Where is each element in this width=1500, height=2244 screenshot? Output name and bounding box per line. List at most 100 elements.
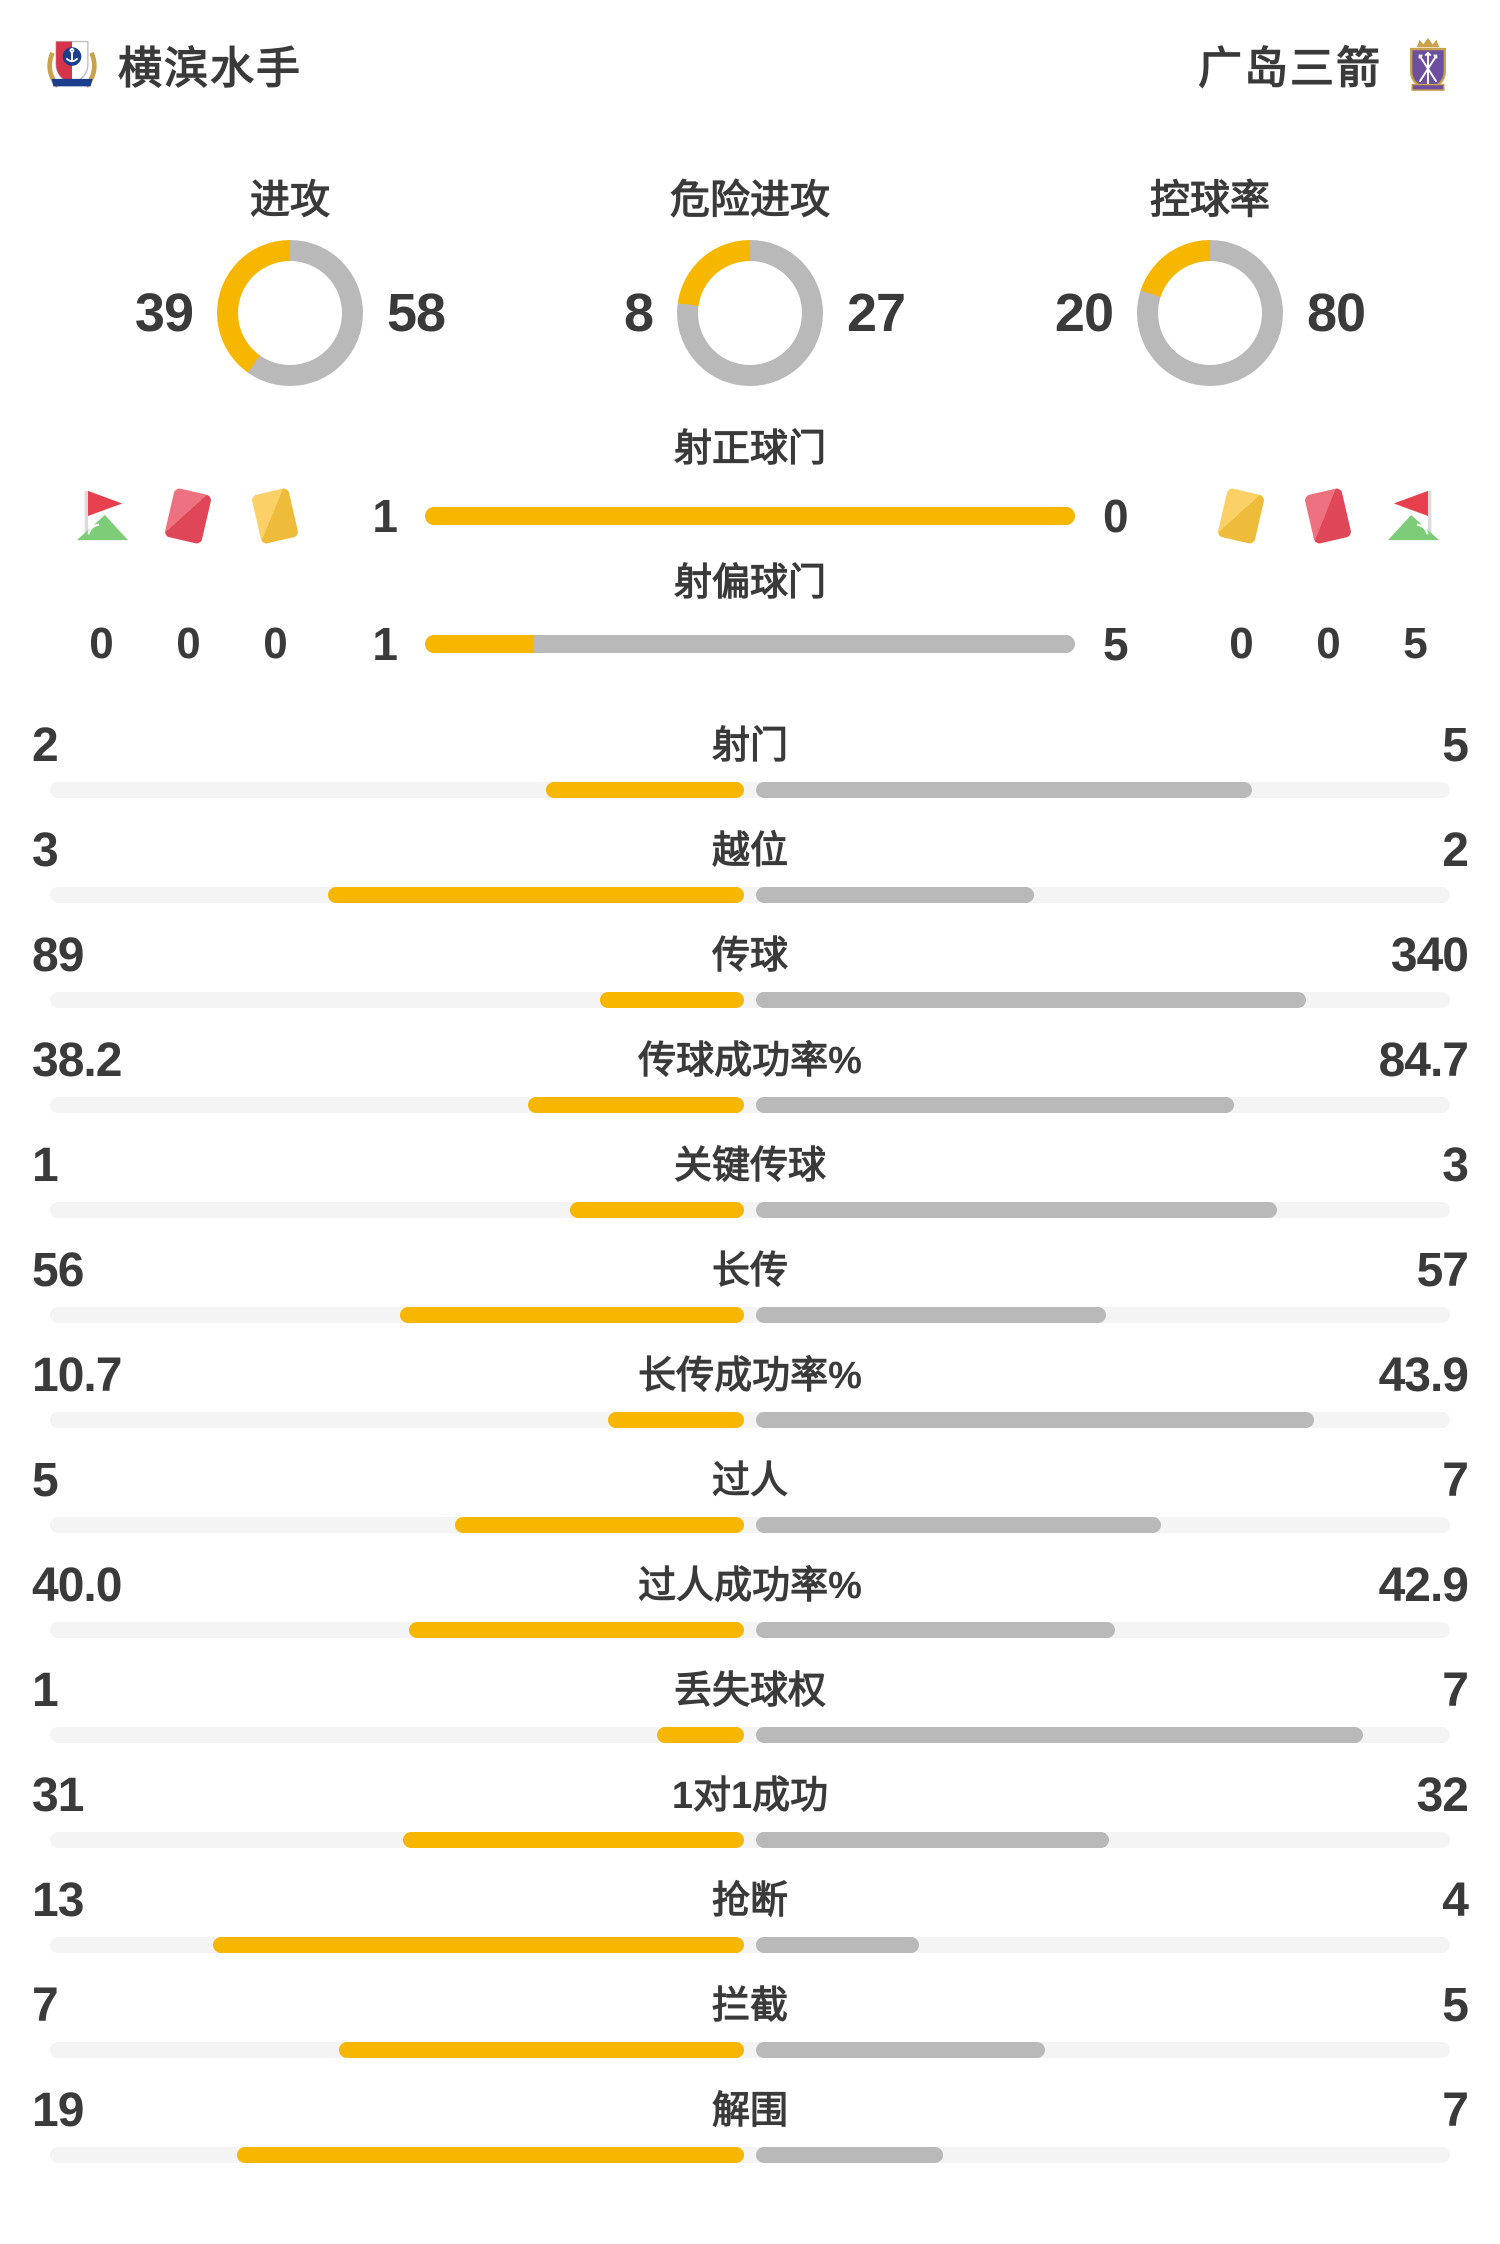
stat-bar-track: [50, 1937, 1450, 1953]
stat-row: 31 1对1成功 32: [0, 1754, 1500, 1859]
home-team: 横滨水手: [44, 32, 302, 96]
away-team-name: 广岛三箭: [1198, 44, 1382, 93]
stat-row-head: 10.7 长传成功率% 43.9: [0, 1350, 1500, 1402]
stat-bar-track: [50, 887, 1450, 903]
donut-dangerous-attacks-home-value: 8: [623, 283, 654, 343]
stat-bar-away: [756, 992, 1306, 1008]
stat-bar-home: [409, 1622, 744, 1638]
stat-row-head: 31 1对1成功 32: [0, 1770, 1500, 1822]
donut-possession-ring: [1137, 240, 1283, 386]
header: 横滨水手 广岛三箭: [0, 0, 1500, 93]
stat-bar-away: [756, 2042, 1045, 2058]
stats-list: 2 射门 5 3 越位 2 89 传球: [0, 704, 1500, 2174]
stat-bar-track: [50, 1622, 1450, 1638]
donut-attacks-home-value: 39: [134, 283, 194, 343]
away-crest-icon: [1410, 37, 1446, 91]
match-stats-page: 横滨水手 广岛三箭 进攻 39: [0, 0, 1500, 2174]
yellow-card-icon: [1206, 487, 1276, 545]
red-card-icon: [1293, 487, 1363, 545]
stat-bar-home: [528, 1097, 744, 1113]
stat-away-value: 32: [1416, 1769, 1469, 1822]
stat-bar-track: [50, 1202, 1450, 1218]
stat-label: 长传成功率%: [638, 1355, 862, 1397]
away-discipline-counts: 0 0 5: [1160, 616, 1460, 672]
stat-row-head: 13 抢断 4: [0, 1875, 1500, 1927]
shots-on-target-away-value: 0: [1103, 490, 1129, 542]
stat-row-head: 19 解围 7: [0, 2085, 1500, 2137]
stat-label: 射门: [711, 725, 788, 767]
stat-row-head: 3 越位 2: [0, 825, 1500, 877]
stat-bar-track: [50, 782, 1450, 798]
home-crest-icon: [47, 40, 97, 88]
stat-away-value: 340: [1390, 929, 1469, 982]
stat-bar-away: [756, 1517, 1161, 1533]
stat-away-value: 3: [1442, 1139, 1469, 1192]
stat-label: 抢断: [711, 1880, 788, 1922]
stat-label: 越位: [711, 830, 788, 872]
stat-away-value: 43.9: [1378, 1349, 1469, 1402]
stat-bar-away: [756, 1307, 1106, 1323]
stat-row-head: 1 关键传球 3: [0, 1140, 1500, 1192]
stat-row: 1 关键传球 3: [0, 1124, 1500, 1229]
stat-bar-away: [756, 1202, 1277, 1218]
stat-bar-home: [237, 2147, 744, 2163]
stat-row: 7 拦截 5: [0, 1964, 1500, 2069]
shots-off-target-bar: [425, 635, 1075, 653]
shots-off-target-away-value: 5: [1103, 618, 1129, 670]
stat-away-value: 4: [1442, 1874, 1469, 1927]
stat-row: 3 越位 2: [0, 809, 1500, 914]
stat-row-head: 38.2 传球成功率% 84.7: [0, 1035, 1500, 1087]
stat-label: 拦截: [711, 1985, 788, 2027]
stat-label: 传球成功率%: [638, 1040, 862, 1082]
stat-home-value: 3: [32, 824, 59, 877]
away-discipline-icons: [1160, 486, 1460, 546]
corner-flag-icon: [66, 489, 136, 543]
stat-bar-track: [50, 1097, 1450, 1113]
home-corners-count: 0: [89, 619, 113, 668]
stat-row: 5 过人 7: [0, 1439, 1500, 1544]
yellow-card-icon: [240, 487, 310, 545]
stat-away-value: 7: [1442, 2084, 1469, 2137]
stat-row: 89 传球 340: [0, 914, 1500, 1019]
stat-away-value: 5: [1442, 719, 1469, 772]
stat-home-value: 1: [32, 1664, 59, 1717]
stat-row: 40.0 过人成功率% 42.9: [0, 1544, 1500, 1649]
donut-possession-label: 控球率: [1150, 178, 1270, 222]
stat-bar-track: [50, 2147, 1450, 2163]
stat-home-value: 56: [32, 1244, 84, 1297]
donut-possession-away-value: 80: [1307, 283, 1366, 343]
donut-attacks-away-value: 58: [387, 283, 446, 343]
stat-away-value: 5: [1442, 1979, 1469, 2032]
stat-bar-track: [50, 1517, 1450, 1533]
stat-bar-home: [400, 1307, 744, 1323]
stat-home-value: 5: [32, 1454, 59, 1507]
stat-label: 解围: [711, 2090, 788, 2132]
stat-bar-home: [546, 782, 744, 798]
stat-row: 13 抢断 4: [0, 1859, 1500, 1964]
corner-flag-icon: [1380, 489, 1450, 543]
stat-row: 38.2 传球成功率% 84.7: [0, 1019, 1500, 1124]
stat-away-value: 84.7: [1378, 1034, 1469, 1087]
shots-on-target-row: 1 0: [0, 486, 1500, 546]
donut-dangerous-attacks-away-value: 27: [847, 283, 906, 343]
stat-row: 2 射门 5: [0, 704, 1500, 809]
stat-away-value: 7: [1442, 1454, 1469, 1507]
stat-label: 丢失球权: [673, 1670, 826, 1712]
stat-bar-track: [50, 1832, 1450, 1848]
away-corners-count: 5: [1403, 619, 1427, 668]
stat-bar-away: [756, 1097, 1234, 1113]
stat-row: 19 解围 7: [0, 2069, 1500, 2174]
shots-on-target-home-value: 1: [372, 490, 398, 542]
donut-attacks: 进攻 39 58: [60, 176, 520, 386]
stat-row-head: 40.0 过人成功率% 42.9: [0, 1560, 1500, 1612]
stat-bar-track: [50, 992, 1450, 1008]
stat-row-head: 5 过人 7: [0, 1455, 1500, 1507]
donut-hole: [698, 261, 802, 365]
stat-bar-home: [213, 1937, 744, 1953]
donut-possession: 控球率 20 80: [980, 176, 1440, 386]
stat-home-value: 13: [32, 1874, 84, 1927]
stat-label: 关键传球: [673, 1145, 826, 1187]
stat-home-value: 31: [32, 1769, 84, 1822]
stat-bar-track: [50, 1727, 1450, 1743]
home-yellow-cards-count: 0: [263, 619, 287, 668]
